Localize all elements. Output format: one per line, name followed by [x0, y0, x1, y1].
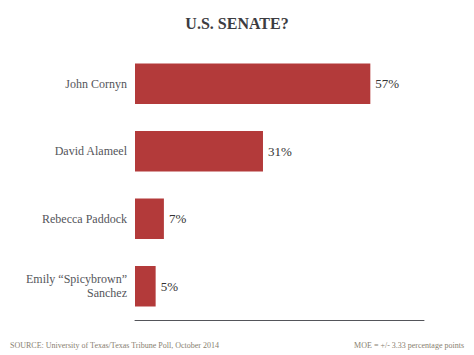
svg-text:Rebecca Paddock: Rebecca Paddock — [42, 212, 127, 226]
svg-text:Emily “Spicybrown”: Emily “Spicybrown” — [26, 272, 127, 286]
svg-text:57%: 57% — [375, 76, 399, 91]
svg-text:31%: 31% — [268, 144, 292, 159]
svg-text:John Cornyn: John Cornyn — [65, 77, 127, 91]
svg-text:David Alameel: David Alameel — [55, 144, 128, 158]
svg-text:7%: 7% — [169, 211, 187, 226]
svg-text:U.S. SENATE?: U.S. SENATE? — [185, 15, 288, 32]
svg-text:5%: 5% — [161, 279, 179, 294]
svg-text:Sanchez: Sanchez — [87, 286, 127, 300]
svg-text:MOE = +/- 3.33 percentage poin: MOE = +/- 3.33 percentage points — [354, 341, 464, 350]
svg-text:SOURCE: University of Texas/Te: SOURCE: University of Texas/Texas Tribun… — [10, 341, 219, 350]
